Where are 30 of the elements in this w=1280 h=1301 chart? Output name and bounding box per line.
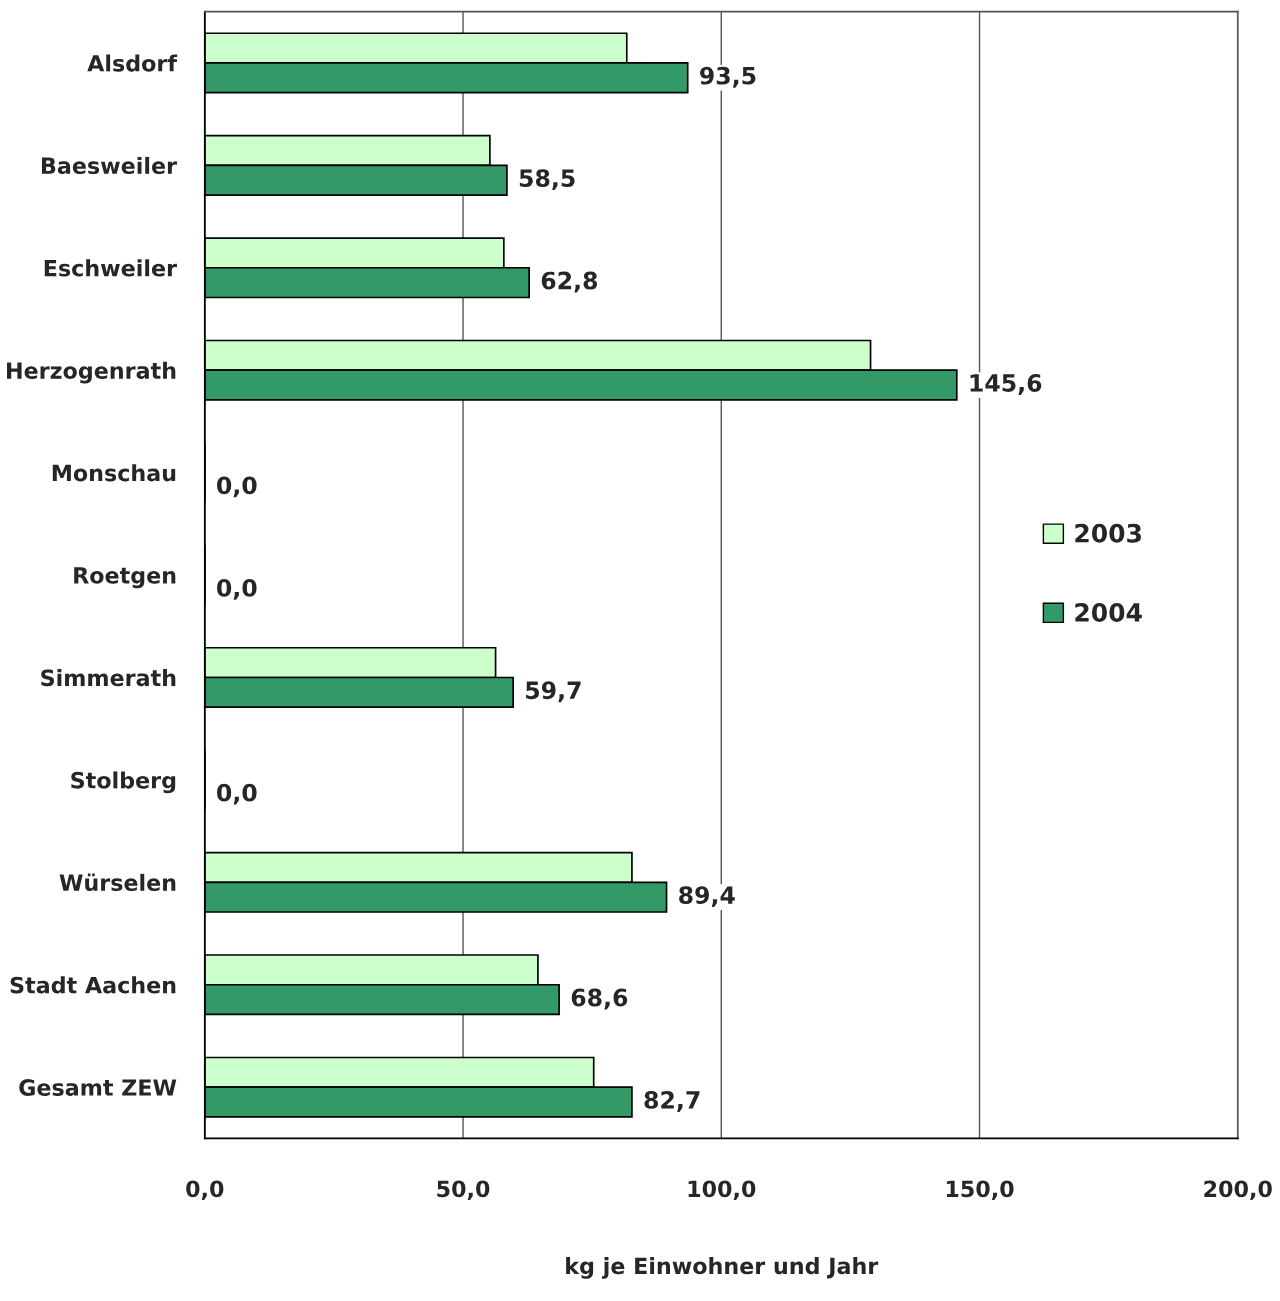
data-label: 93,5 (700, 66, 756, 88)
data-label: 82,7 (644, 1091, 700, 1112)
x-tick-label: 100,0 (688, 1180, 756, 1201)
y-tick-label: Simmerath (41, 669, 176, 687)
data-label: 58,5 (519, 169, 575, 191)
y-tick-label: Stadt Aachen (10, 976, 176, 994)
y-tick-label: Würselen (59, 873, 176, 892)
y-tick-label: Roetgen (74, 567, 176, 589)
x-tick-label: 0,0 (186, 1180, 224, 1201)
y-tick-label: Alsdorf (87, 54, 178, 72)
y-tick-label: Baesweiler (41, 156, 177, 175)
data-label: 0,0 (217, 476, 257, 498)
legend-label: 2004 (1075, 602, 1142, 622)
data-label: 0,0 (217, 578, 257, 600)
y-tick-label: Gesamt ZEW (19, 1079, 177, 1096)
y-tick-label: Monschau (52, 464, 176, 482)
y-tick-label: Stolberg (71, 771, 176, 794)
x-tick-label: 50,0 (437, 1180, 490, 1201)
data-label: 59,7 (526, 681, 581, 703)
x-axis-title: kg je Einwohner und Jahr (566, 1257, 879, 1279)
data-label: 62,8 (541, 271, 598, 293)
data-label: 68,6 (571, 988, 628, 1010)
data-label: 0,0 (217, 783, 257, 805)
x-tick-label: 200,0 (1204, 1180, 1272, 1201)
y-tick-label: Eschweiler (44, 259, 177, 277)
legend-label: 2003 (1075, 523, 1141, 543)
y-tick-label: Herzogenrath (7, 361, 176, 384)
data-label: 89,4 (679, 886, 735, 908)
data-label: 145,6 (970, 374, 1042, 395)
x-tick-label: 150,0 (946, 1180, 1014, 1201)
